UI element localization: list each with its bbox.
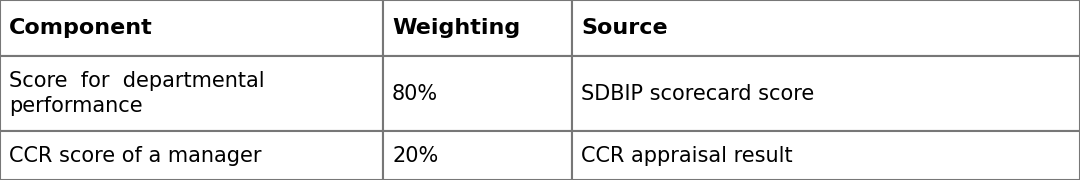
Text: SDBIP scorecard score: SDBIP scorecard score bbox=[581, 84, 814, 104]
Bar bbox=[572, 131, 1080, 180]
Bar bbox=[572, 0, 1080, 56]
Text: Score  for  departmental
performance: Score for departmental performance bbox=[9, 71, 265, 116]
Text: Component: Component bbox=[9, 18, 152, 38]
Bar bbox=[0, 56, 383, 131]
Text: Weighting: Weighting bbox=[392, 18, 521, 38]
Text: 80%: 80% bbox=[392, 84, 438, 104]
Bar bbox=[0, 131, 383, 180]
Text: 20%: 20% bbox=[392, 146, 438, 166]
Text: Source: Source bbox=[581, 18, 667, 38]
Bar bbox=[383, 131, 572, 180]
Bar bbox=[572, 56, 1080, 131]
Text: CCR score of a manager: CCR score of a manager bbox=[9, 146, 261, 166]
Bar bbox=[383, 56, 572, 131]
Bar bbox=[383, 0, 572, 56]
Bar bbox=[0, 0, 383, 56]
Text: CCR appraisal result: CCR appraisal result bbox=[581, 146, 793, 166]
